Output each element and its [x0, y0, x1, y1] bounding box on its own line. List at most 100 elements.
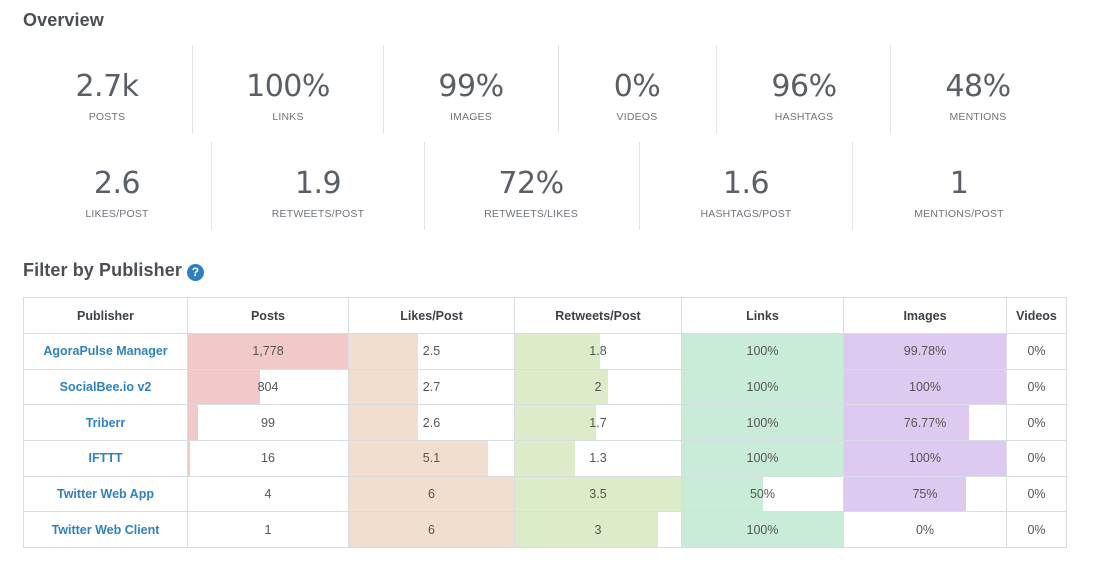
cell-posts: 4	[187, 475, 349, 513]
cell-posts: 99	[187, 404, 349, 442]
cell-videos: 0%	[1006, 333, 1067, 370]
cell-videos: 0%	[1006, 511, 1067, 549]
stat-value: 96%	[771, 69, 837, 104]
stat-retweets-per-post: 1.9 RETWEETS/POST	[238, 166, 398, 220]
cell-videos: 0%	[1006, 368, 1067, 406]
cell-value: 0%	[915, 522, 935, 537]
table-row[interactable]: IFTTT 16 5.1 1.3 100% 100% 0%	[23, 440, 1067, 477]
bar-links	[682, 476, 763, 512]
cell-value: 1.3	[589, 451, 607, 466]
table-header-row: Publisher Posts Likes/Post Retweets/Post Lin…	[23, 297, 1067, 334]
stat-hashtags-per-post: 1.6 HASHTAGS/POST	[666, 166, 826, 220]
table-row[interactable]: SocialBee.io v2 804 2.7 2 100% 100% 0%	[23, 368, 1067, 406]
column-header-publisher[interactable]: Publisher	[23, 297, 188, 334]
stat-value: 99%	[438, 69, 504, 104]
bar-links	[682, 334, 843, 369]
stat-value: 2.6	[93, 166, 141, 201]
table-row[interactable]: Twitter Web Client 1 6 3 100% 0% 0%	[23, 511, 1067, 549]
cell-links: 100%	[681, 440, 844, 477]
publisher-link[interactable]: AgoraPulse Manager	[23, 333, 188, 370]
cell-retweets: 2	[514, 368, 682, 406]
publisher-link[interactable]: Twitter Web Client	[23, 511, 188, 549]
stat-label: RETWEETS/LIKES	[484, 208, 578, 220]
column-header-videos[interactable]: Videos	[1006, 297, 1067, 334]
cell-value: 2.5	[422, 344, 441, 359]
bar-links	[682, 369, 843, 405]
cell-value: 100%	[746, 451, 779, 466]
cell-likes: 2.6	[348, 404, 515, 442]
stat-label: IMAGES	[449, 111, 493, 123]
cell-videos: 0%	[1006, 440, 1067, 477]
stat-label: MENTIONS	[949, 111, 1007, 123]
cell-value: 0%	[1027, 344, 1046, 359]
cell-videos: 0%	[1006, 404, 1067, 442]
publisher-link[interactable]: Twitter Web App	[23, 475, 188, 513]
cell-images: 100%	[843, 440, 1007, 477]
stat-images: 99% IMAGES	[391, 69, 551, 123]
stat-value: 1	[949, 166, 969, 201]
cell-posts: 1,778	[187, 333, 349, 370]
table-row[interactable]: AgoraPulse Manager 1,778 2.5 1.8 100% 99.78% 0…	[23, 333, 1067, 370]
cell-value: 50%	[749, 487, 776, 502]
cell-images: 100%	[843, 368, 1007, 406]
table-row[interactable]: Twitter Web App 4 6 3.5 50% 75% 0%	[23, 475, 1067, 513]
cell-retweets: 3.5	[514, 475, 682, 513]
stat-divider	[639, 142, 640, 230]
column-header-links[interactable]: Links	[681, 297, 844, 334]
stat-value: 72%	[498, 166, 564, 201]
cell-images: 76.77%	[843, 404, 1007, 442]
cell-value: 99	[261, 415, 275, 430]
column-header-likes-per-post[interactable]: Likes/Post	[348, 297, 515, 334]
cell-value: 1.7	[589, 415, 607, 430]
bar-posts	[188, 441, 190, 476]
cell-retweets: 1.8	[514, 333, 682, 370]
cell-value: 0%	[1027, 487, 1046, 502]
column-header-images[interactable]: Images	[843, 297, 1007, 334]
cell-value: 1	[264, 522, 272, 537]
table-row[interactable]: Triberr 99 2.6 1.7 100% 76.77% 0%	[23, 404, 1067, 442]
cell-value: 6	[428, 487, 435, 502]
stat-mentions: 48% MENTIONS	[898, 69, 1058, 123]
cell-value: 0%	[1027, 451, 1046, 466]
stat-label: HASHTAGS	[774, 111, 834, 123]
cell-value: 0%	[1027, 415, 1046, 430]
column-header-retweets-per-post[interactable]: Retweets/Post	[514, 297, 682, 334]
bar-likes	[349, 476, 514, 512]
bar-retweets	[515, 405, 597, 441]
stat-likes-per-post: 2.6 LIKES/POST	[37, 166, 197, 220]
column-header-posts[interactable]: Posts	[187, 297, 349, 334]
bar-likes	[349, 441, 488, 476]
cell-value: 99.78%	[903, 344, 947, 359]
cell-links: 100%	[681, 404, 844, 442]
overview-stats-row-1: 2.7k POSTS 100% LINKS 99% IMAGES 0% VIDEOS 96% HA…	[0, 45, 1100, 135]
cell-likes: 5.1	[348, 440, 515, 477]
stat-label: HASHTAGS/POST	[700, 208, 792, 220]
stat-label: VIDEOS	[616, 111, 658, 123]
cell-images: 99.78%	[843, 333, 1007, 370]
cell-value: 100%	[746, 380, 779, 395]
bar-links	[682, 512, 843, 548]
stat-divider	[383, 45, 384, 133]
cell-value: 0%	[1027, 522, 1046, 537]
cell-retweets: 1.3	[514, 440, 682, 477]
stat-retweets-per-likes: 72% RETWEETS/LIKES	[451, 166, 611, 220]
cell-value: 75%	[912, 487, 938, 502]
publisher-link[interactable]: SocialBee.io v2	[23, 368, 188, 406]
publisher-link[interactable]: IFTTT	[23, 440, 188, 477]
cell-value: 1,778	[252, 344, 284, 359]
cell-videos: 0%	[1006, 475, 1067, 513]
bar-images	[844, 405, 969, 441]
cell-value: 0%	[1027, 380, 1046, 395]
cell-value: 804	[257, 380, 279, 395]
help-icon[interactable]: ?	[186, 263, 204, 281]
bar-retweets	[515, 334, 600, 369]
cell-value: 4	[264, 487, 272, 502]
bar-retweets	[515, 512, 658, 548]
bar-likes	[349, 405, 419, 441]
stat-divider	[424, 142, 425, 230]
cell-likes: 2.5	[348, 333, 515, 370]
cell-images: 0%	[843, 511, 1007, 549]
bar-retweets	[515, 441, 575, 476]
stat-divider	[558, 45, 559, 133]
publisher-link[interactable]: Triberr	[23, 404, 188, 442]
